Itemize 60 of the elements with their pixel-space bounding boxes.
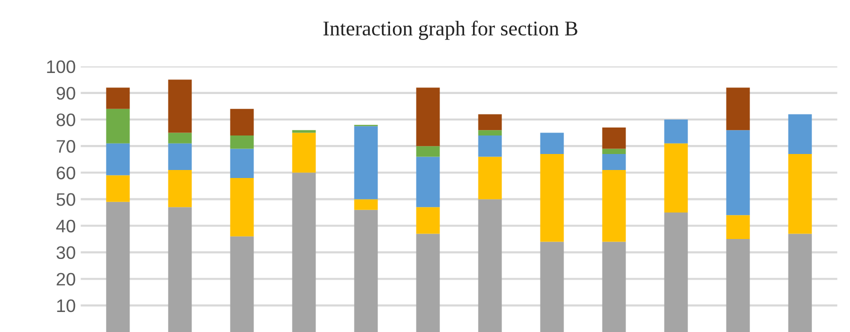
bar	[416, 146, 440, 157]
bar	[478, 199, 502, 332]
y-tick-label: 90	[56, 86, 76, 100]
bar	[540, 242, 564, 332]
y-tick-label: 40	[56, 220, 76, 232]
bar	[726, 239, 750, 332]
y-tick-label: 50	[56, 193, 76, 206]
bar	[168, 207, 192, 332]
bar	[168, 132, 192, 144]
bar	[416, 88, 440, 146]
y-tick-label: 100	[47, 60, 76, 74]
bar	[106, 108, 130, 144]
bar	[602, 127, 626, 149]
bar	[292, 172, 316, 332]
y-tick-label: 80	[56, 113, 76, 126]
y-tick-label: 30	[56, 246, 76, 260]
bar	[602, 148, 626, 154]
bar	[540, 154, 564, 242]
bar	[664, 120, 688, 144]
bar	[292, 130, 316, 133]
bar	[416, 156, 440, 208]
bar	[230, 178, 254, 236]
bar	[416, 234, 440, 332]
bar	[664, 143, 688, 212]
bar	[106, 143, 130, 176]
chart-title: Interaction graph for section B	[323, 20, 578, 40]
bar	[478, 135, 502, 157]
bar	[106, 88, 130, 109]
bar	[292, 132, 316, 173]
bar	[168, 170, 192, 208]
bar	[726, 88, 750, 130]
bar	[726, 215, 750, 240]
bar	[478, 130, 502, 136]
bar	[602, 170, 626, 242]
bar	[354, 126, 378, 200]
bar	[478, 156, 502, 200]
bar	[230, 108, 254, 136]
bar	[602, 154, 626, 170]
bar	[354, 199, 378, 210]
y-tick-label: 20	[56, 272, 76, 286]
bar	[354, 210, 378, 332]
bar	[726, 130, 750, 216]
bar	[788, 154, 812, 234]
bar	[230, 236, 254, 332]
bar	[788, 234, 812, 332]
y-tick-label: 10	[57, 299, 76, 312]
bar	[664, 212, 688, 332]
bar	[230, 148, 254, 178]
bar	[106, 202, 130, 332]
bar	[168, 143, 192, 170]
y-tick-label: 70	[56, 140, 76, 153]
bar	[230, 135, 254, 149]
bar	[168, 80, 192, 133]
bar	[788, 114, 812, 154]
bar	[478, 114, 502, 130]
bar	[540, 132, 564, 154]
bar	[106, 175, 130, 202]
bar	[602, 242, 626, 332]
y-tick-label: 60	[56, 166, 76, 180]
bar	[416, 207, 440, 234]
